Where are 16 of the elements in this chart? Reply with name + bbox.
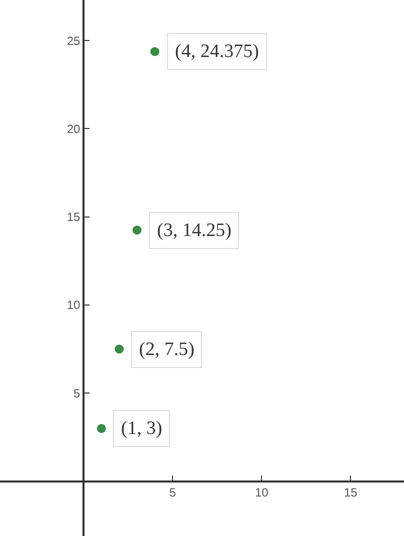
point [114,344,124,354]
annotation: (3, 14.25) [157,220,232,241]
point [150,47,160,56]
y-tick-label: 10 [66,298,81,312]
y-tick-label: 25 [66,34,81,48]
x-tick-label: 5 [169,486,176,500]
y-tick-label: 5 [74,386,81,400]
annotation: (4, 24.375) [175,41,259,62]
x-tick-label: 15 [344,486,358,500]
annotation: (2, 7.5) [139,339,194,360]
y-tick-label: 15 [66,210,81,224]
annotation: (1, 3) [121,418,162,439]
point [96,424,106,433]
y-tick-label: 20 [66,122,81,136]
point [132,226,142,235]
x-tick-label: 10 [254,486,269,500]
